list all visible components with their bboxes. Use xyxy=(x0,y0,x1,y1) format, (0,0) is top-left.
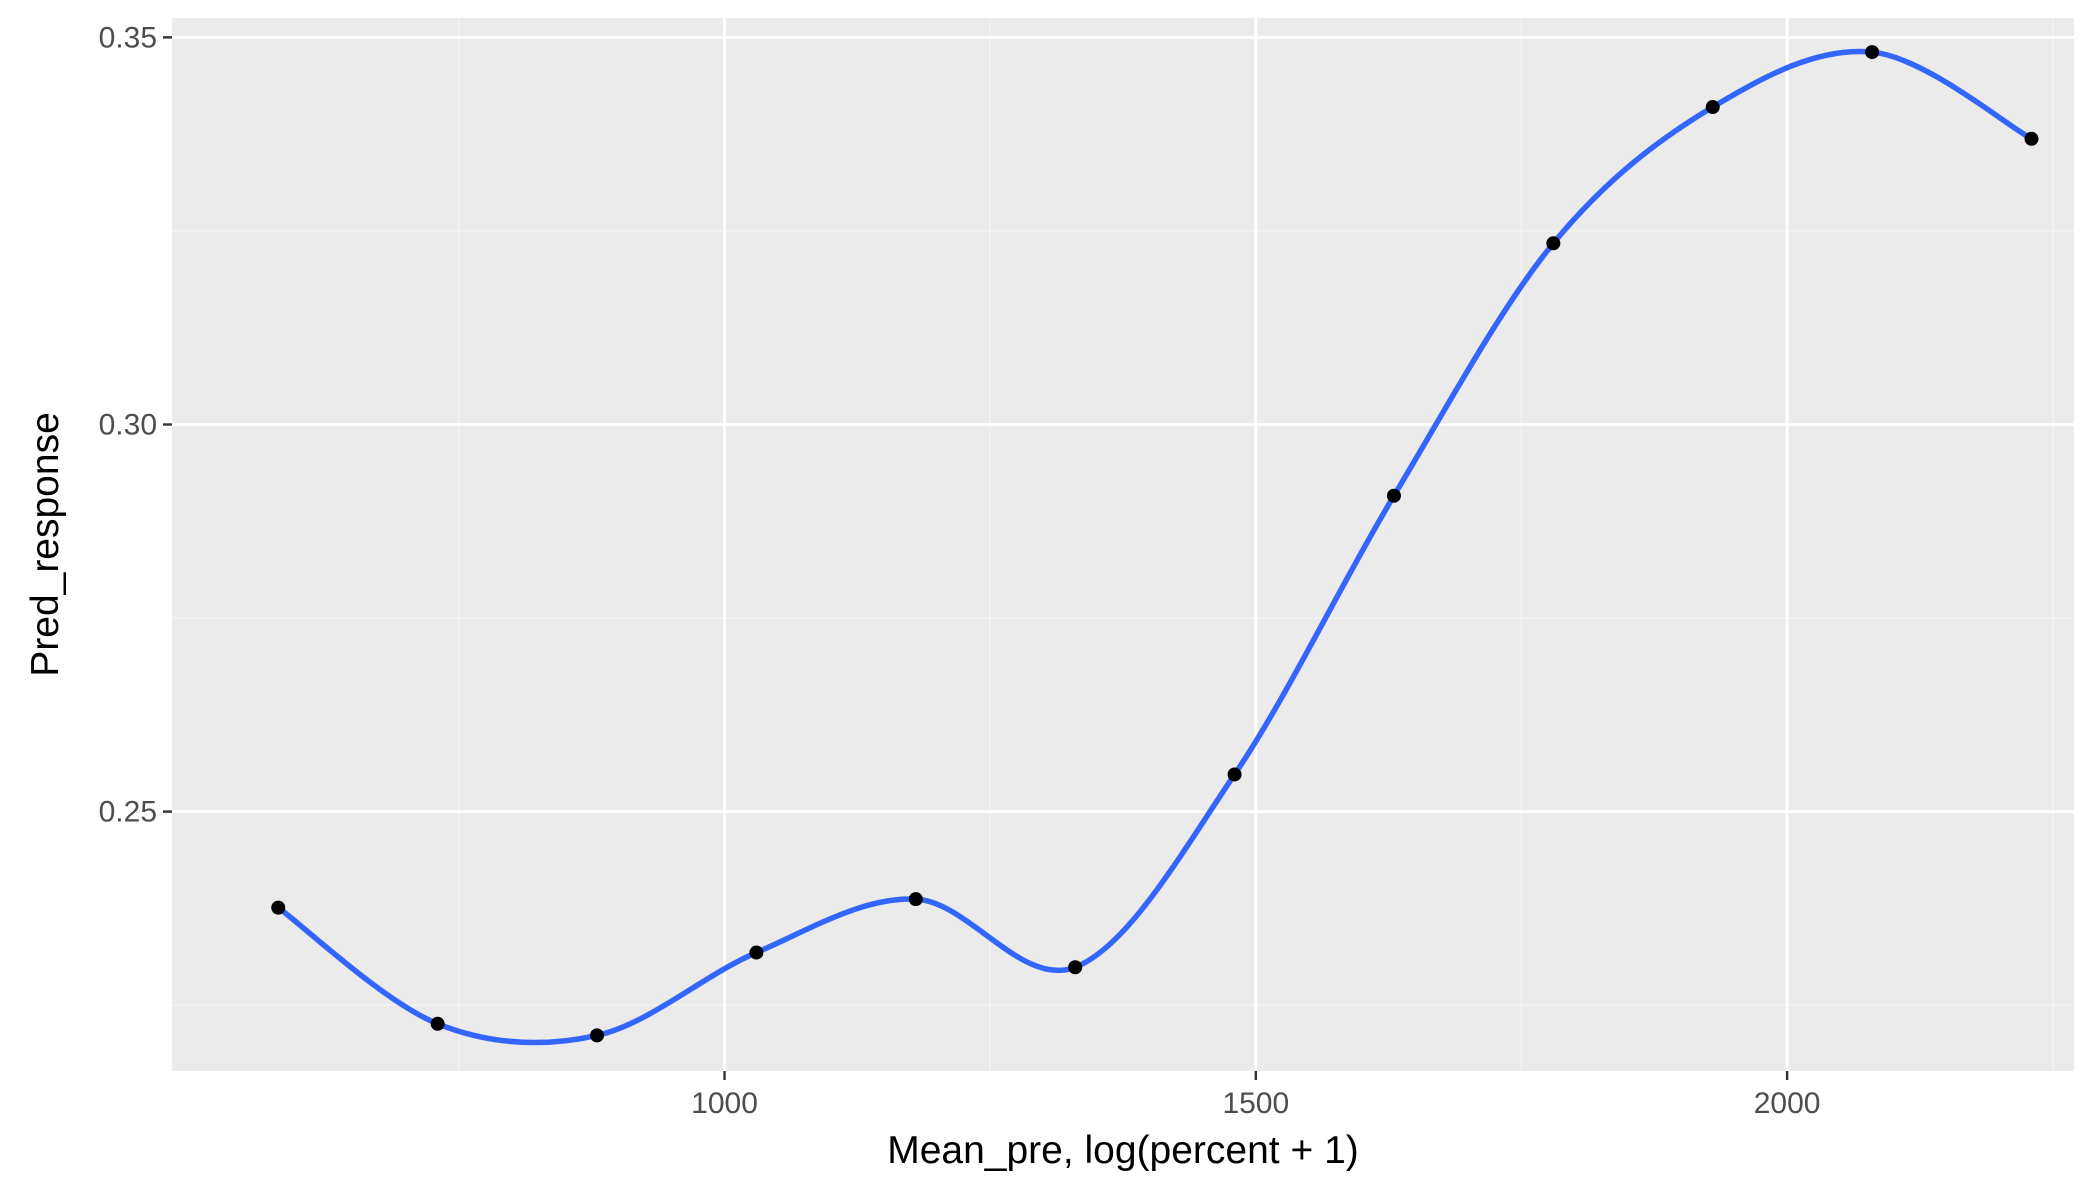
y-axis-title: Pred_response xyxy=(24,412,67,677)
grid-major xyxy=(172,18,2074,1071)
series-layer xyxy=(271,45,2039,1046)
x-tick-label: 2000 xyxy=(1754,1087,1821,1120)
data-point xyxy=(1865,45,1880,60)
data-point xyxy=(271,900,286,915)
y-tick-label: 0.35 xyxy=(99,21,157,54)
x-tick-label: 1000 xyxy=(691,1087,758,1120)
x-axis-title: Mean_pre, log(percent + 1) xyxy=(887,1129,1359,1172)
tick-labels: 1000 1500 2000 0.25 0.30 0.35 xyxy=(99,21,1821,1120)
data-point xyxy=(908,892,923,907)
y-tick-label: 0.30 xyxy=(99,408,157,441)
data-point xyxy=(1546,236,1561,251)
plot-panel xyxy=(172,18,2074,1071)
data-point xyxy=(430,1016,445,1031)
data-point xyxy=(1068,960,1083,975)
data-point xyxy=(1705,100,1720,115)
data-point xyxy=(1227,767,1242,782)
data-point xyxy=(2024,131,2039,146)
x-tick-label: 1500 xyxy=(1222,1087,1289,1120)
data-point xyxy=(1386,488,1401,503)
data-point xyxy=(749,945,764,960)
data-point xyxy=(590,1028,605,1043)
y-tick-label: 0.25 xyxy=(99,796,157,829)
axis-ticks xyxy=(163,36,1789,1080)
grid-minor xyxy=(172,18,2074,1071)
